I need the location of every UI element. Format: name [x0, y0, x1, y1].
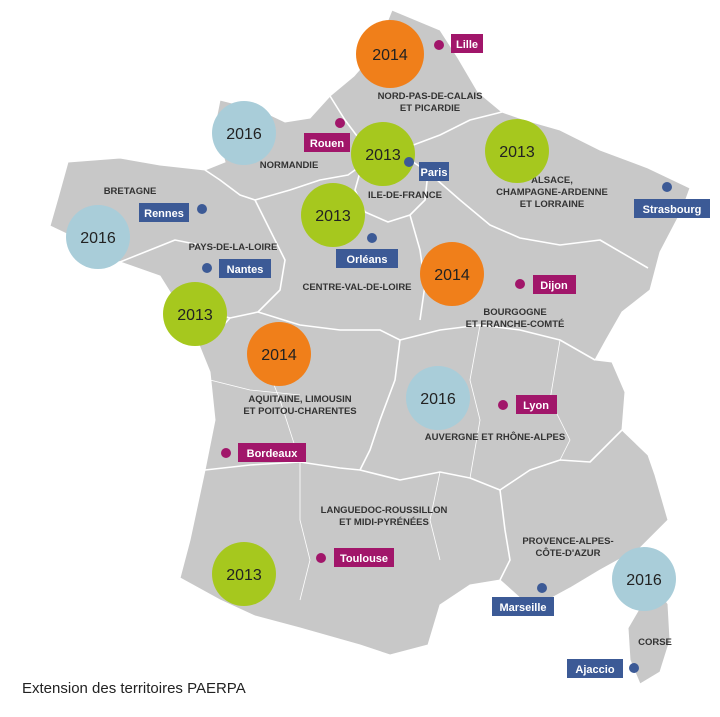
year-marker: 2014 — [420, 242, 484, 306]
border-normandie-centre — [254, 164, 363, 201]
svg-text:Dijon: Dijon — [540, 280, 568, 292]
svg-text:Strasbourg: Strasbourg — [643, 204, 702, 216]
region-label-corse: CORSE — [638, 637, 672, 648]
svg-text:Bordeaux: Bordeaux — [247, 448, 299, 460]
svg-text:2016: 2016 — [420, 391, 456, 408]
region-label-centre: CENTRE-VAL-DE-LOIRE — [302, 282, 411, 293]
border-alsace-bourgogne — [427, 171, 649, 269]
year-marker: 2013 — [351, 122, 415, 186]
border-aquitaine-auvergne — [359, 339, 401, 471]
region-label-nord: NORD-PAS-DE-CALAIS ET PICARDIE — [378, 91, 483, 114]
svg-text:Orléans: Orléans — [347, 254, 388, 266]
svg-text:2013: 2013 — [499, 144, 535, 161]
year-marker: 2013 — [212, 542, 276, 606]
city-marker-rennes: Rennes — [139, 203, 207, 222]
svg-text:2013: 2013 — [315, 208, 351, 225]
region-label-auvergne: AUVERGNE ET RHÔNE-ALPES — [425, 431, 565, 443]
svg-text:Lyon: Lyon — [523, 400, 549, 412]
year-marker: 2016 — [612, 547, 676, 611]
city-marker-marseille: Marseille — [492, 583, 554, 616]
border-nord-alsace — [399, 111, 503, 151]
year-marker: 2013 — [301, 183, 365, 247]
svg-text:Rouen: Rouen — [310, 138, 345, 150]
svg-text:Toulouse: Toulouse — [340, 553, 388, 565]
region-label-alsace: ALSACE, CHAMPAGNE-ARDENNE ET LORRAINE — [496, 175, 608, 210]
year-marker: 2013 — [485, 119, 549, 183]
city-marker-strasbourg: Strasbourg — [634, 182, 710, 218]
border-bourgogne-auvergne — [399, 324, 596, 361]
border-dept-6 — [209, 379, 301, 396]
region-label-provence: PROVENCE-ALPES-CÔTE-D'AZUR — [522, 536, 613, 559]
city-marker-lille: Lille — [434, 34, 483, 53]
border-centre-aquitaine — [257, 311, 401, 341]
year-marker: 2016 — [406, 366, 470, 430]
svg-text:Lille: Lille — [456, 39, 478, 51]
svg-text:2014: 2014 — [372, 47, 408, 64]
map-caption: Extension des territoires PAERPA — [22, 680, 246, 697]
region-label-pdl: PAYS-DE-LA-LOIRE — [189, 242, 278, 253]
region-label-languedoc: LANGUEDOC-ROUSSILLON ET MIDI-PYRÉNÉES — [321, 505, 448, 528]
region-label-idf: ILE-DE-FRANCE — [368, 190, 442, 201]
border-bretagne-pdl — [119, 239, 201, 263]
corsica — [627, 589, 671, 685]
city-marker-dijon: Dijon — [515, 275, 576, 294]
svg-text:Paris: Paris — [421, 167, 448, 179]
city-marker-nantes: Nantes — [202, 259, 271, 278]
svg-text:2013: 2013 — [177, 307, 213, 324]
border-dept-2 — [429, 471, 441, 561]
city-marker-rouen: Rouen — [304, 118, 350, 152]
city-marker-ajaccio: Ajaccio — [567, 659, 639, 678]
year-marker: 2014 — [356, 20, 424, 88]
svg-text:2014: 2014 — [434, 267, 470, 284]
svg-text:Marseille: Marseille — [499, 602, 546, 614]
svg-text:Nantes: Nantes — [227, 264, 264, 276]
city-marker-orleans: Orléans — [336, 233, 398, 268]
border-dept-4 — [549, 339, 571, 461]
border-languedoc-provence — [499, 489, 511, 581]
svg-text:2016: 2016 — [626, 572, 662, 589]
year-marker: 2014 — [247, 322, 311, 386]
border-dept-1 — [299, 462, 311, 601]
svg-text:2016: 2016 — [80, 230, 116, 247]
france-regions-map: NORD-PAS-DE-CALAIS ET PICARDIE NORMANDIE … — [49, 9, 710, 685]
year-marker: 2016 — [66, 205, 130, 269]
year-marker: 2013 — [163, 282, 227, 346]
year-marker: 2016 — [212, 101, 276, 165]
city-marker-paris: Paris — [404, 157, 449, 181]
svg-text:Ajaccio: Ajaccio — [575, 664, 614, 676]
border-bretagne-normandie — [204, 169, 256, 201]
region-label-bourgogne: BOURGOGNE ET FRANCHE-COMTÉ — [466, 307, 565, 330]
svg-text:2016: 2016 — [226, 126, 262, 143]
city-marker-bordeaux: Bordeaux — [221, 443, 306, 462]
region-label-bretagne: BRETAGNE — [104, 186, 157, 197]
region-label-normandie: NORMANDIE — [260, 160, 319, 171]
city-marker-toulouse: Toulouse — [316, 548, 394, 567]
region-label-aquitaine: AQUITAINE, LIMOUSIN ET POITOU-CHARENTES — [243, 394, 356, 417]
svg-text:2013: 2013 — [365, 147, 401, 164]
city-marker-lyon: Lyon — [498, 395, 557, 414]
svg-text:2014: 2014 — [261, 347, 297, 364]
svg-text:Rennes: Rennes — [144, 208, 184, 220]
border-dept-3 — [469, 324, 481, 479]
svg-text:2013: 2013 — [226, 567, 262, 584]
